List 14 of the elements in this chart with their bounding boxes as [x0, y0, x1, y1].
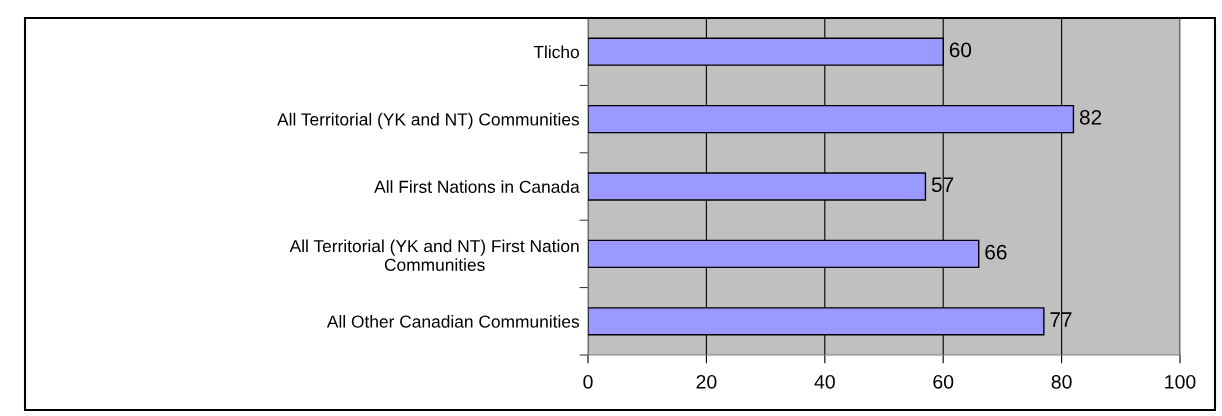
x-tick-label: 20: [696, 374, 717, 389]
data-label: 82: [1079, 109, 1102, 125]
data-label: 60: [949, 42, 972, 58]
y-tick-label: All First Nations in Canada: [374, 180, 580, 193]
x-tick-label: 100: [1165, 374, 1196, 389]
y-tick-label: All Territorial (YK and NT) Communities: [277, 112, 580, 129]
data-label: 66: [985, 244, 1007, 260]
y-tick-label: All Territorial (YK and NT) First Nation Communities: [289, 239, 579, 271]
x-tick-label: 40: [814, 374, 835, 389]
y-tick-label: Tlicho: [533, 45, 579, 59]
x-tick-label: 0: [583, 374, 593, 389]
x-tick-label: 60: [933, 374, 954, 389]
x-tick-label: 80: [1051, 374, 1072, 389]
y-tick-label: All Other Canadian Communities: [326, 315, 580, 328]
